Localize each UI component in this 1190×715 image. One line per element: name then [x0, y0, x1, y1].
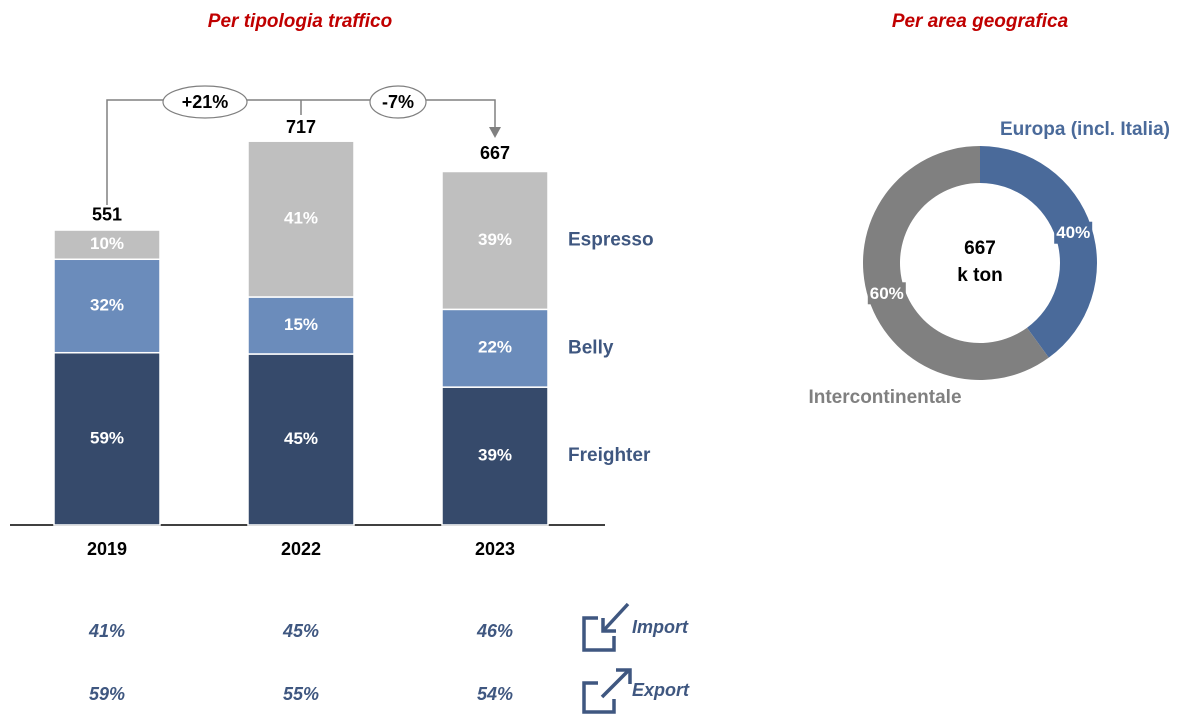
import-icon	[582, 602, 630, 652]
row-label: Export	[632, 680, 690, 700]
legend-label: Espresso	[568, 229, 654, 250]
x-tick-label: 2023	[475, 539, 515, 559]
bar-segment	[441, 308, 549, 388]
row-value: 45%	[282, 621, 319, 641]
segment-label: 10%	[90, 234, 124, 253]
bar-segment	[53, 229, 161, 261]
bar-segment	[53, 258, 161, 354]
growth-bubble	[162, 85, 248, 119]
center-text: k ton	[957, 265, 1002, 286]
arrow-head	[489, 127, 501, 138]
bar-segment	[247, 140, 355, 298]
segment-label: 22%	[478, 338, 512, 357]
segment-label: 59%	[90, 428, 124, 447]
category-label: Intercontinentale	[808, 387, 961, 408]
segment-label: 15%	[284, 315, 318, 334]
total-label: 717	[286, 117, 316, 137]
category-label: Europa (incl. Italia)	[1000, 119, 1170, 140]
total-label: 667	[480, 143, 510, 163]
growth-label: +21%	[182, 92, 229, 112]
legend-label: Belly	[568, 337, 614, 358]
export-icon	[582, 668, 632, 714]
segment-label: 45%	[284, 429, 318, 448]
x-tick-label: 2022	[281, 539, 321, 559]
segment-label: 39%	[478, 446, 512, 465]
donut-slice	[863, 146, 1049, 380]
label-box	[867, 282, 906, 305]
segment-label: 39%	[478, 230, 512, 249]
segment-label: 41%	[284, 209, 318, 228]
total-label: 551	[92, 205, 122, 225]
row-value: 55%	[283, 684, 319, 704]
center-text: 667	[964, 238, 996, 259]
growth-bubble	[369, 85, 427, 119]
donut-title: Per area geografica	[892, 11, 1069, 32]
segment-label: 32%	[90, 295, 124, 314]
growth-label: -7%	[382, 92, 414, 112]
row-label: Import	[632, 617, 689, 637]
slice-label: 40%	[1056, 223, 1090, 242]
row-value: 41%	[88, 621, 125, 641]
donut-slice	[980, 146, 1098, 358]
row-value: 54%	[477, 684, 513, 704]
bar-segment	[53, 351, 161, 526]
label-box	[1054, 221, 1093, 244]
bar-segment	[441, 170, 549, 311]
bar-title: Per tipologia traffico	[208, 11, 392, 32]
row-value: 59%	[89, 684, 125, 704]
legend-label: Freighter	[568, 445, 651, 466]
row-value: 46%	[476, 621, 513, 641]
slice-label: 60%	[870, 284, 904, 303]
bar-segment	[247, 353, 355, 526]
x-tick-label: 2019	[87, 539, 127, 559]
